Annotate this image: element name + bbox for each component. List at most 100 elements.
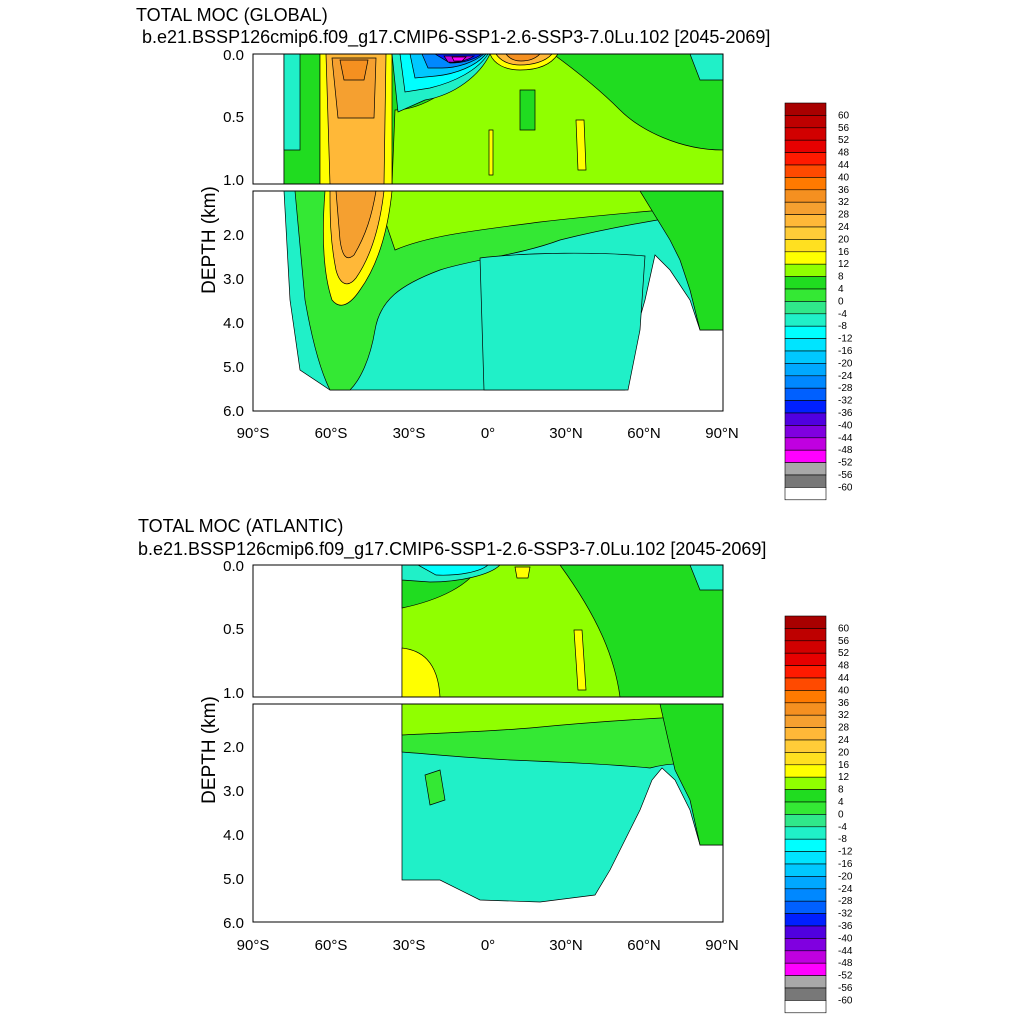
atlantic-colorbar-box <box>784 801 827 815</box>
global-colorbar-label: -48 <box>838 445 853 456</box>
atlantic-colorbar-box <box>784 640 827 654</box>
global-colorbar-label: 56 <box>838 123 850 134</box>
atlantic-colorbar-box <box>784 950 827 964</box>
atlantic-colorbar-box <box>784 838 827 852</box>
global-colorbar-box <box>784 102 827 116</box>
global-lower-abyss-cyan <box>479 252 646 391</box>
atlantic-colorbar-label: 56 <box>838 636 850 647</box>
atlantic-colorbar-box <box>784 975 827 989</box>
global-colorbar-label: 12 <box>838 259 850 270</box>
atlantic-colorbar-box <box>784 876 827 890</box>
atlantic-ytick-0: 0.0 <box>223 558 244 575</box>
global-upper-cyan-surf <box>283 54 723 151</box>
global-lower-so-core <box>335 191 377 259</box>
global-colorbar-box <box>784 412 827 426</box>
atlantic-colorbar-label: 48 <box>838 661 850 672</box>
global-colorbar-box <box>784 325 827 339</box>
global-ytick-5: 4.0 <box>223 315 244 332</box>
atlantic-colorbar-box <box>784 702 827 716</box>
global-colorbar-box <box>784 276 827 290</box>
global-lower-frame <box>252 190 724 412</box>
atlantic-colorbar-label: 32 <box>838 710 850 721</box>
atlantic-colorbar-box <box>784 925 827 939</box>
global-upper-field <box>283 54 723 184</box>
global-colorbar-label: -44 <box>838 433 853 444</box>
global-colorbar-box <box>784 462 827 476</box>
global-yticks: 0.0 0.5 1.0 2.0 3.0 4.0 5.0 6.0 <box>223 47 244 420</box>
global-colorbar-box <box>784 251 827 265</box>
global-colorbar-box <box>784 363 827 377</box>
global-colorbar-label: 32 <box>838 197 850 208</box>
atlantic-title: TOTAL MOC (ATLANTIC) <box>138 516 343 536</box>
atlantic-upper-border <box>252 564 724 698</box>
atlantic-colorbar-label: -36 <box>838 921 853 932</box>
atlantic-ytick-5: 4.0 <box>223 827 244 844</box>
atlantic-upper-yellow-surf <box>514 566 531 579</box>
atlantic-colorbar-label: 4 <box>838 797 844 808</box>
global-ytick-6: 5.0 <box>223 359 244 376</box>
atlantic-upper-field <box>401 565 723 697</box>
global-colorbar-label: -12 <box>838 334 853 345</box>
atlantic-colorbar-box <box>784 826 827 840</box>
atlantic-colorbar-label: -20 <box>838 871 853 882</box>
global-ytick-7: 6.0 <box>223 403 244 420</box>
global-xtick-0: 90°S <box>237 425 270 442</box>
atlantic-colorbar-box <box>784 987 827 1001</box>
global-colorbar-box <box>784 263 827 277</box>
global-title: TOTAL MOC (GLOBAL) <box>136 5 328 25</box>
global-lower-border <box>252 190 724 412</box>
atlantic-colorbar-label: -60 <box>838 995 853 1006</box>
atlantic-ytick-1: 0.5 <box>223 621 244 638</box>
global-xtick-5: 60°N <box>627 425 661 442</box>
atlantic-lower-green-patch <box>424 769 446 806</box>
atlantic-lower-green-north <box>659 704 723 846</box>
atlantic-colorbar-box <box>784 888 827 902</box>
global-colorbar-label: -40 <box>838 420 853 431</box>
global-colorbar-box <box>784 487 827 501</box>
global-colorbar-box <box>784 387 827 401</box>
global-colorbar: 60565248444036322824201612840-4-8-12-16-… <box>784 102 853 501</box>
global-xtick-2: 30°S <box>393 425 426 442</box>
global-ylabel: DEPTH (km) <box>199 186 220 294</box>
global-upper-frame <box>252 53 724 185</box>
atlantic-colorbar-label: -52 <box>838 971 853 982</box>
atlantic-xtick-3: 0° <box>481 937 495 954</box>
global-colorbar-label: -32 <box>838 396 853 407</box>
global-colorbar-label: 40 <box>838 172 850 183</box>
atlantic-colorbar-label: -28 <box>838 896 853 907</box>
atlantic-colorbar-box <box>784 900 827 914</box>
atlantic-colorbar-label: 60 <box>838 623 850 634</box>
global-ytick-0: 0.0 <box>223 47 244 64</box>
global-lower-green-north <box>639 191 723 331</box>
atlantic-xtick-5: 60°N <box>627 937 661 954</box>
global-upper-so-core2 <box>339 59 369 81</box>
global-colorbar-label: 0 <box>838 296 844 307</box>
global-upper-border <box>252 53 724 185</box>
atlantic-colorbar-box <box>784 714 827 728</box>
atlantic-colorbar-label: -32 <box>838 909 853 920</box>
global-colorbar-label: -20 <box>838 358 853 369</box>
atlantic-colorbar-box <box>784 863 827 877</box>
atlantic-colorbar-label: -4 <box>838 822 847 833</box>
atlantic-ytick-3: 2.0 <box>223 739 244 756</box>
global-colorbar-box <box>784 425 827 439</box>
atlantic-upper-cyan-north <box>689 565 723 591</box>
atlantic-colorbar-label: -16 <box>838 859 853 870</box>
atlantic-colorbar-box <box>784 851 827 865</box>
global-lower-field <box>283 191 723 391</box>
global-upper-30n-streak <box>575 119 587 171</box>
atlantic-colorbar-label: 28 <box>838 723 850 734</box>
global-upper-trop-magenta <box>451 56 467 62</box>
atlantic-colorbar-box <box>784 814 827 828</box>
global-xtick-1: 60°S <box>315 425 348 442</box>
atlantic-colorbar: 60565248444036322824201612840-4-8-12-16-… <box>784 615 853 1014</box>
global-colorbar-label: -56 <box>838 470 853 481</box>
global-colorbar-box <box>784 313 827 327</box>
atlantic-colorbar-box <box>784 752 827 766</box>
global-colorbar-box <box>784 152 827 166</box>
atlantic-ytick-7: 6.0 <box>223 915 244 932</box>
atlantic-colorbar-label: 52 <box>838 648 850 659</box>
atlantic-colorbar-label: 20 <box>838 747 850 758</box>
atlantic-colorbar-label: 36 <box>838 698 850 709</box>
